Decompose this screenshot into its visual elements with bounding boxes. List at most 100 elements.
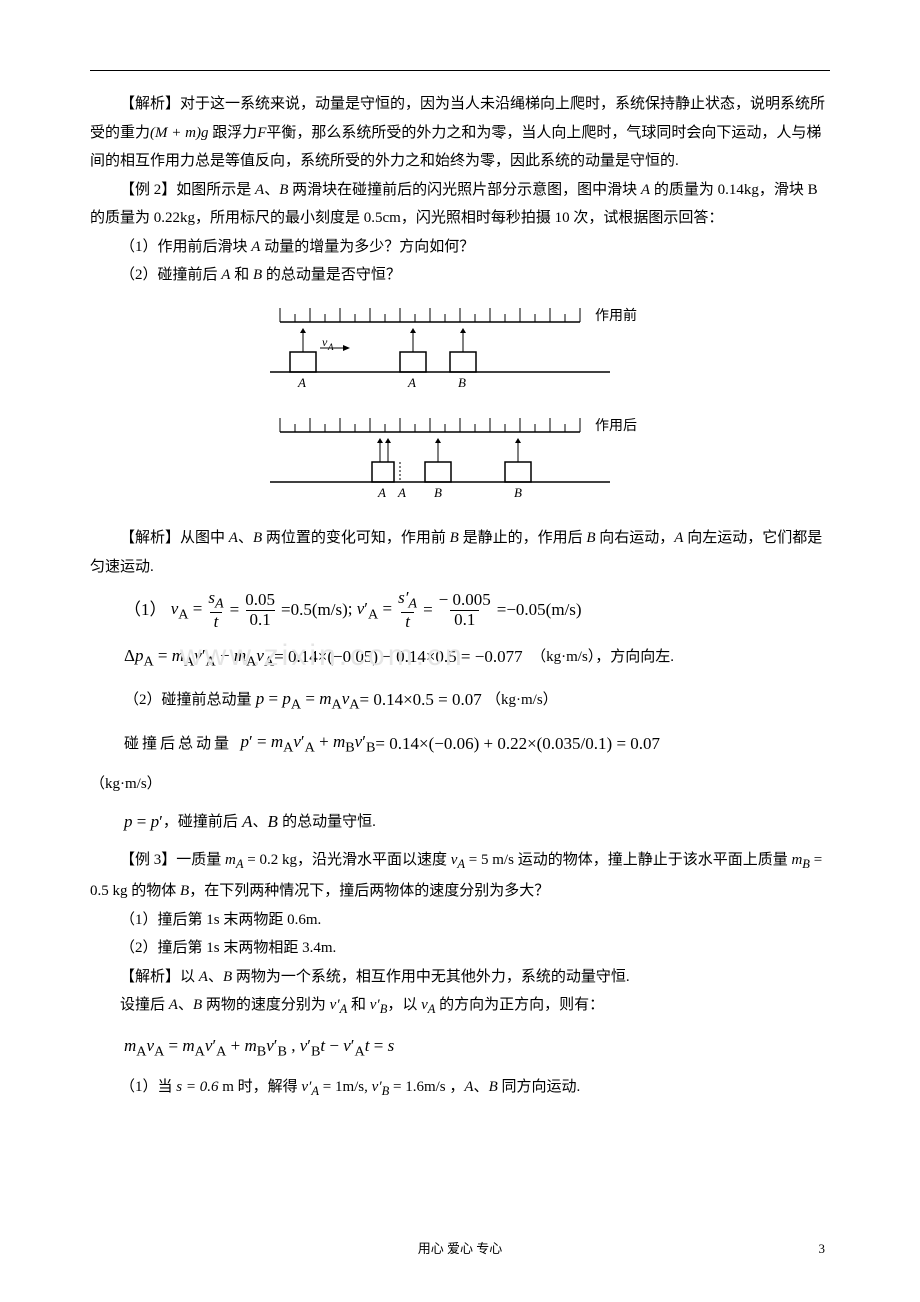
p1-b: 跟浮力 [208, 125, 257, 141]
sep4: 、 [208, 969, 223, 985]
ex3-ans2: 设撞后 [120, 997, 165, 1013]
sval: s = 0.6 [176, 1079, 218, 1095]
question-1: （1）作用前后滑块 A 动量的增量为多少？方向如何？ [90, 233, 830, 262]
analysis-2: 【解析】从图中 A、B 两位置的变化可知，作用前 B 是静止的，作用后 B 向右… [90, 524, 830, 581]
a8: A [169, 997, 178, 1013]
a2: A [641, 182, 650, 198]
vBp: = 1.6m/s ， [389, 1079, 464, 1095]
ex2-b: 两滑块在碰撞前后的闪光照片部分示意图，图中滑块 [292, 182, 637, 198]
ans-p1: 【解析】从图中 [120, 530, 225, 546]
header-rule [90, 70, 830, 71]
eq4-unit: （kg·m/s） [90, 776, 162, 792]
ex3-q2: （2）撞后第 1s 末两物相距 3.4m. [90, 934, 830, 963]
ex3-c1-c: 同方向运动. [501, 1079, 580, 1095]
eq3-lead: （2）碰撞前总动量 [124, 686, 252, 715]
eq2-unit: （kg·m/s），方向向左. [531, 643, 674, 672]
ex3-b: kg，沿光滑水平面以速度 [282, 852, 447, 868]
equation-5: p = p′，碰撞前后 A、B 的总动量守恒. [124, 806, 830, 838]
ex3-c: m/s 运动的物体，撞上静止于该水平面上质量 [492, 852, 787, 868]
eq3-expr: = 0.14×0.5 = 0.07 [359, 684, 481, 716]
equation-3: （2）碰撞前总动量 p = pA = mAvA = 0.14×0.5 = 0.0… [124, 683, 830, 718]
b1: B [279, 182, 288, 198]
ex3-ans1: 【解析】以 [120, 969, 195, 985]
q1-A: A [251, 239, 260, 255]
sep2: 、 [238, 530, 253, 546]
eq5-text2: 的总动量守恒. [282, 808, 376, 837]
eq1-v2: −0.05(m/s) [506, 594, 581, 626]
b5: B [586, 530, 595, 546]
eq1-v1: 0.5(m/s) [291, 594, 348, 626]
svg-text:A: A [407, 375, 416, 390]
ex3-ans2b: 两物的速度分别为 [206, 997, 326, 1013]
question-2: （2）碰撞前后 A 和 B 的总动量是否守恒？ [90, 261, 830, 290]
ex3-ans1b: 两物为一个系统，相互作用中无其他外力，系统的动量守恒. [236, 969, 630, 985]
diagram-container: 作用前 A v A A B [90, 302, 830, 513]
eq1-lead: （1） [124, 594, 167, 626]
eq4-unit-line: （kg·m/s） [90, 770, 830, 799]
vAp: = 1m/s, [319, 1079, 372, 1095]
b7: B [180, 883, 189, 899]
sep1: 、 [264, 182, 279, 198]
a7: A [199, 969, 208, 985]
b4: B [450, 530, 459, 546]
ans-p1b: 两位置的变化可知，作用前 [266, 530, 446, 546]
svg-text:B: B [514, 485, 522, 500]
ex3-c1-a: （1）当 [120, 1079, 173, 1095]
q2b: 的总动量是否守恒？ [266, 267, 401, 283]
svg-text:A: A [377, 485, 386, 500]
svg-text:A: A [327, 342, 334, 352]
equation-4: 碰撞后总动量 p′ = mAv′A + mBv′B = 0.14×(−0.06)… [124, 726, 830, 761]
eq4-expr: = 0.14×(−0.06) + 0.22×(0.035/0.1) = 0.07 [375, 728, 660, 760]
q2-B: B [253, 267, 262, 283]
and2: 和 [351, 997, 366, 1013]
and: 和 [234, 267, 249, 283]
a5: A [674, 530, 683, 546]
eq3-unit: （kg·m/s） [486, 686, 558, 715]
eq4-lead: 碰撞后总动量 [124, 730, 232, 759]
a1: A [255, 182, 264, 198]
q1b: 动量的增量为多少？方向如何？ [264, 239, 474, 255]
ex3-case1: （1）当 s = 0.6 m 时，解得 v′A = 1m/s, v′B = 1.… [90, 1073, 830, 1104]
ex3-setup: 设撞后 A、B 两物的速度分别为 v′A 和 v′B，以 vA 的方向为正方向，… [90, 991, 830, 1022]
ans-p1c: 是静止的，作用后 [463, 530, 583, 546]
svg-text:A: A [297, 375, 306, 390]
label-after: 作用后 [595, 418, 637, 434]
f1n: 0.05 [241, 591, 279, 610]
ex3-ans2d: 的方向为正方向，则有： [439, 997, 604, 1013]
f1d: 0.1 [246, 610, 275, 630]
ex3-q1: （1）撞后第 1s 末两物距 0.6m. [90, 906, 830, 935]
page-number: 3 [819, 1237, 826, 1262]
label-before: 作用前 [595, 307, 637, 324]
svg-text:B: B [458, 375, 466, 390]
svg-text:A: A [397, 485, 406, 500]
f2n: − 0.005 [435, 591, 495, 610]
p1-math: (M + m)g [150, 125, 208, 141]
ex2-a: 【例 2】如图所示是 [120, 182, 251, 198]
example-3: 【例 3】一质量 mA = 0.2 kg，沿光滑水平面以速度 vA = 5 m/… [90, 846, 830, 905]
svg-text:B: B [434, 485, 442, 500]
page-content: 【解析】对于这一系统来说，动量是守恒的，因为当人未沿绳梯向上爬时，系统保持静止状… [90, 60, 830, 1104]
q2-A: A [221, 267, 230, 283]
b8: B [223, 969, 232, 985]
ex3-analysis: 【解析】以 A、B 两物为一个系统，相互作用中无其他外力，系统的动量守恒. [90, 963, 830, 992]
footer-text: 用心 爱心 专心 [0, 1237, 920, 1262]
f2d: 0.1 [450, 610, 479, 630]
b9: B [193, 997, 202, 1013]
ans-p1d: 向右运动， [599, 530, 674, 546]
mA: = 0.2 [244, 852, 279, 868]
b6: B [267, 806, 277, 838]
a9: A [464, 1079, 473, 1095]
equation-1: （1） vA = sAt = 0.050.1 = 0.5(m/s); v′A =… [124, 589, 830, 632]
b10: B [489, 1079, 498, 1095]
analysis-1: 【解析】对于这一系统来说，动量是守恒的，因为当人未沿绳梯向上爬时，系统保持静止状… [90, 90, 830, 176]
q2: （2）碰撞前后 [120, 267, 218, 283]
ex3-e: ，在下列两种情况下，撞后两物体的速度分别为多大？ [189, 883, 549, 899]
equation-2: ΔpA = mAv′A − mAvA = 0.14×(−0.05) − 0.14… [124, 640, 830, 675]
ex3-d: kg 的物体 [113, 883, 177, 899]
eq5-text: ，碰撞前后 [163, 808, 238, 837]
a3: A [229, 530, 238, 546]
equation-6: mAvA = mAv′A + mBv′B , v′Bt − v′At = s [124, 1030, 830, 1065]
ex3-a: 【例 3】一质量 [120, 852, 221, 868]
b3: B [253, 530, 262, 546]
eq2-expr: = 0.14×(−0.05) − 0.14×0.5 = −0.077 [274, 641, 522, 673]
